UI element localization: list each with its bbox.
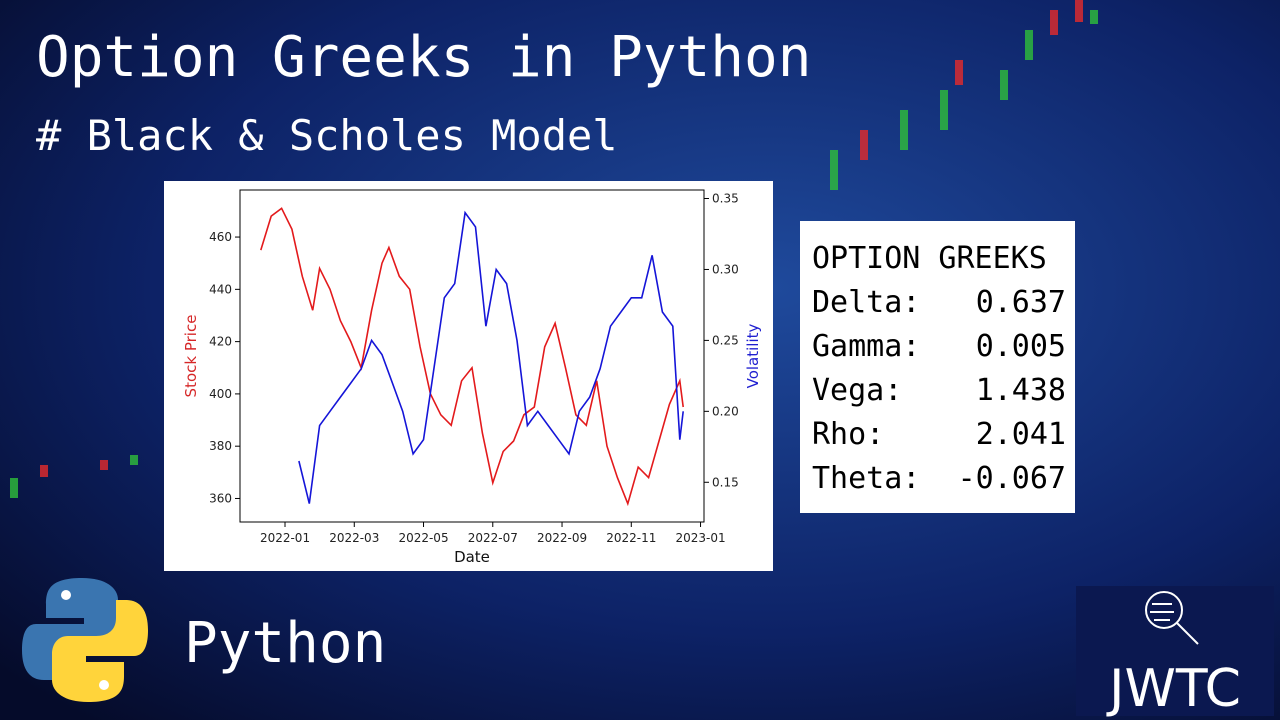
plot-frame bbox=[239, 189, 705, 523]
greek-value: 2.041 bbox=[976, 417, 1066, 452]
y2-tick-label: 0.15 bbox=[712, 475, 739, 489]
greek-name: Vega: bbox=[812, 373, 902, 408]
subtitle: # Black & Scholes Model bbox=[36, 111, 618, 160]
greeks-table: OPTION GREEKS Delta: 0.637 Gamma: 0.005 Vega:… bbox=[812, 241, 1066, 496]
y2-axis-label: Volatility bbox=[744, 323, 762, 388]
y-tick-label: 400 bbox=[209, 387, 232, 401]
x-axis-label: Date bbox=[454, 548, 490, 566]
x-tick-label: 2023-01 bbox=[675, 531, 725, 545]
x-tick-label: 2022-05 bbox=[398, 531, 448, 545]
greeks-title: OPTION GREEKS bbox=[812, 241, 1047, 276]
brand: JWTC bbox=[1106, 659, 1241, 719]
y2-tick-label: 0.25 bbox=[712, 333, 739, 347]
greeks-panel bbox=[800, 221, 1075, 513]
greek-value: 0.637 bbox=[976, 285, 1066, 320]
greek-name: Theta: bbox=[812, 461, 920, 496]
chart: 2022-01 2022-03 2022-05 2022-07 2022-09 2022-… bbox=[182, 189, 762, 566]
brand-box bbox=[1076, 586, 1274, 716]
x-tick-label: 2022-03 bbox=[329, 531, 379, 545]
y-tick-label: 460 bbox=[209, 230, 232, 244]
greek-value: 1.438 bbox=[976, 373, 1066, 408]
y2-tick-label: 0.30 bbox=[712, 262, 739, 276]
python-logo bbox=[22, 578, 148, 702]
y-axis-label: Stock Price bbox=[182, 315, 200, 398]
y2-tick-label: 0.20 bbox=[712, 404, 739, 418]
x-tick-label: 2022-07 bbox=[468, 531, 518, 545]
greek-name: Gamma: bbox=[812, 329, 920, 364]
language-label: Python bbox=[184, 611, 386, 676]
brand-icon bbox=[1145, 591, 1199, 645]
line-series bbox=[260, 207, 684, 507]
x-tick-label: 2022-09 bbox=[537, 531, 587, 545]
x-tick-label: 2022-01 bbox=[260, 531, 310, 545]
y-tick-label: 420 bbox=[209, 335, 232, 349]
greek-value: 0.005 bbox=[976, 329, 1066, 364]
y2-tick-label: 0.35 bbox=[712, 192, 739, 206]
greek-name: Rho: bbox=[812, 417, 884, 452]
y-tick-label: 380 bbox=[209, 439, 232, 453]
y-tick-label: 440 bbox=[209, 282, 232, 296]
x-tick-label: 2022-11 bbox=[606, 531, 656, 545]
chart-panel bbox=[164, 181, 773, 571]
greek-value: -0.067 bbox=[958, 461, 1066, 496]
greek-name: Delta: bbox=[812, 285, 920, 320]
decor-candles bbox=[10, 0, 1098, 498]
line-series bbox=[298, 210, 684, 504]
title: Option Greeks in Python bbox=[36, 25, 811, 90]
y-tick-label: 360 bbox=[209, 491, 232, 505]
